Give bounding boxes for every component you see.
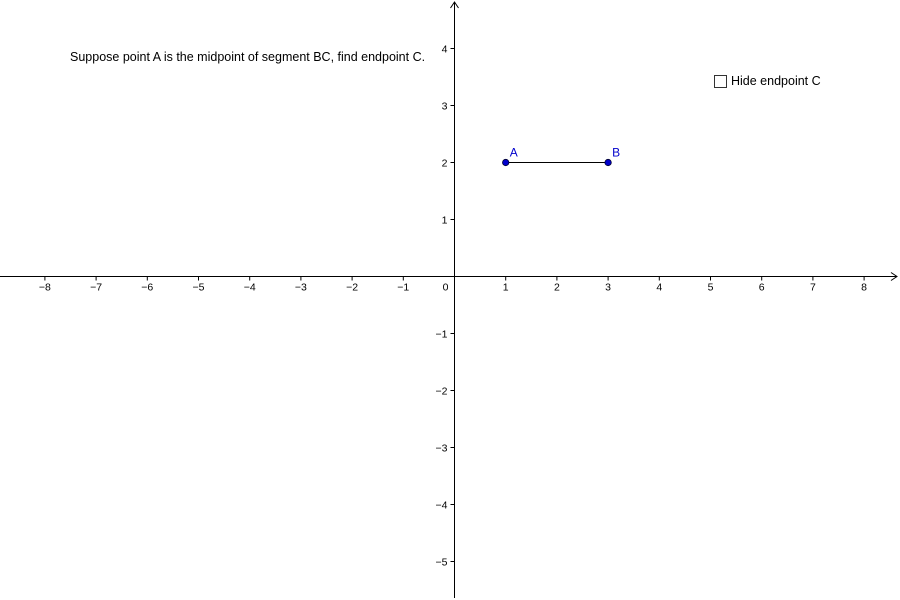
y-tick-label: 4 (442, 44, 448, 56)
y-tick-label: −1 (436, 329, 448, 341)
point-label-b: B (612, 146, 620, 160)
hide-endpoint-c-label: Hide endpoint C (731, 74, 821, 88)
x-tick-label: 8 (861, 282, 867, 294)
y-tick-label: −4 (436, 500, 448, 512)
y-axis-arrow-icon (450, 1, 459, 9)
x-tick-label: 5 (708, 282, 714, 294)
y-tick-label: −3 (436, 443, 448, 455)
y-tick-label: −5 (436, 557, 448, 569)
problem-prompt: Suppose point A is the midpoint of segme… (70, 50, 426, 64)
y-tick-label: −2 (436, 386, 448, 398)
point-b[interactable] (604, 158, 612, 167)
x-tick-label: −1 (397, 282, 409, 294)
x-tick-label: 6 (759, 282, 765, 294)
x-tick-label: 7 (810, 282, 816, 294)
x-tick-label: −4 (244, 282, 256, 294)
x-tick-label: −2 (346, 282, 358, 294)
point-label-a: A (510, 146, 518, 160)
hide-endpoint-c-checkbox[interactable] (714, 74, 727, 88)
x-tick-label: −6 (141, 282, 153, 294)
x-tick-label: 4 (656, 282, 662, 294)
x-tick-label: 3 (605, 282, 611, 294)
point-a[interactable] (502, 158, 510, 167)
x-tick-label: −5 (193, 282, 205, 294)
y-tick-label: 3 (442, 101, 448, 113)
x-tick-label: 2 (554, 282, 560, 294)
y-tick-label: 1 (442, 215, 448, 227)
x-tick-label: −3 (295, 282, 307, 294)
x-tick-label: −7 (90, 282, 102, 294)
x-tick-label: 0 (443, 282, 449, 294)
x-axis-arrow-icon (890, 272, 898, 281)
x-tick-label: −8 (39, 282, 51, 294)
y-tick-label: 2 (442, 158, 448, 170)
x-tick-label: 1 (503, 282, 509, 294)
hide-endpoint-c-toggle[interactable]: Hide endpoint C (714, 74, 821, 88)
